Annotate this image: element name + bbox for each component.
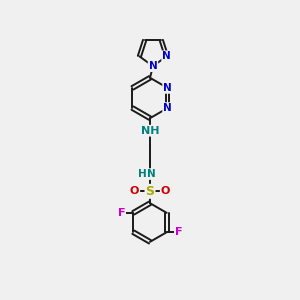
Text: H: H xyxy=(138,169,147,179)
Text: F: F xyxy=(175,227,182,237)
Text: N: N xyxy=(148,61,157,71)
Text: S: S xyxy=(146,185,154,198)
Text: N: N xyxy=(162,51,171,61)
Text: O: O xyxy=(161,186,170,196)
Text: F: F xyxy=(118,208,125,218)
Text: N: N xyxy=(163,83,172,93)
Text: N: N xyxy=(163,103,172,113)
Text: N: N xyxy=(147,169,156,179)
Text: O: O xyxy=(130,186,139,196)
Text: NH: NH xyxy=(141,126,159,136)
